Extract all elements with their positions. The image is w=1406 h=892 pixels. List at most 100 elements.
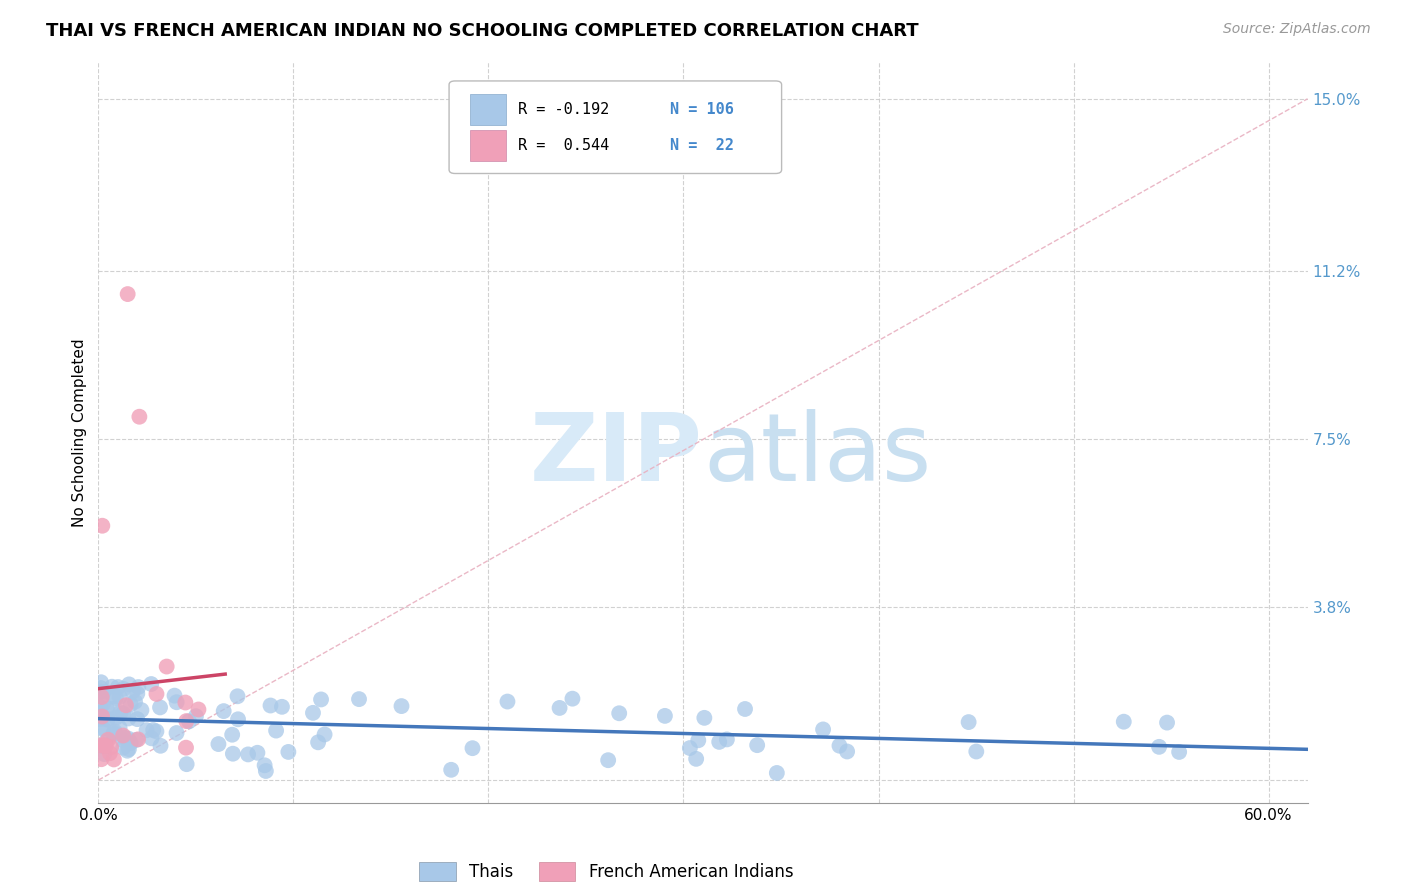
Point <box>246 746 269 760</box>
Point <box>166 695 188 709</box>
Point <box>101 680 124 694</box>
Point <box>716 732 738 747</box>
Point <box>103 752 125 766</box>
Point <box>111 733 134 747</box>
Point <box>142 723 165 737</box>
Point <box>98 746 121 760</box>
Point <box>598 753 620 767</box>
Point <box>127 687 149 701</box>
Point <box>259 698 281 713</box>
Point <box>89 706 111 720</box>
Point <box>965 744 987 758</box>
Point <box>461 741 484 756</box>
Point <box>811 723 834 737</box>
Point <box>112 706 135 721</box>
Point <box>97 732 120 747</box>
Point <box>91 739 114 754</box>
Point <box>91 518 114 533</box>
Point <box>679 741 702 756</box>
Point <box>91 709 114 723</box>
Point <box>96 701 118 715</box>
Point <box>440 763 463 777</box>
Point <box>166 726 188 740</box>
Point <box>264 723 287 738</box>
Point <box>93 738 115 752</box>
Point <box>112 740 135 755</box>
Point <box>1156 715 1178 730</box>
Point <box>96 713 118 727</box>
Point <box>121 684 143 698</box>
Point <box>104 724 127 739</box>
Point <box>105 710 128 724</box>
Point <box>957 715 980 730</box>
Text: ZIP: ZIP <box>530 409 703 500</box>
FancyBboxPatch shape <box>470 95 506 126</box>
Point <box>135 723 157 738</box>
Point <box>271 699 294 714</box>
Point <box>693 711 716 725</box>
Point <box>1147 739 1170 754</box>
Point <box>131 703 153 717</box>
Point <box>97 712 120 726</box>
Point <box>118 677 141 691</box>
Point <box>828 739 851 753</box>
Point <box>607 706 630 721</box>
Point <box>222 747 245 761</box>
Point <box>107 680 129 694</box>
Point <box>226 690 249 704</box>
Point <box>117 711 139 725</box>
Point <box>120 736 142 750</box>
Point <box>145 724 167 739</box>
Point <box>174 696 197 710</box>
Point <box>177 714 200 729</box>
Point <box>226 712 249 726</box>
Point <box>309 692 332 706</box>
Text: atlas: atlas <box>703 409 931 500</box>
Point <box>709 735 731 749</box>
Point <box>236 747 259 762</box>
Point <box>101 689 124 703</box>
Point <box>115 698 138 713</box>
FancyBboxPatch shape <box>449 81 782 173</box>
Point <box>221 728 243 742</box>
Point <box>103 726 125 740</box>
Point <box>120 698 142 712</box>
Point <box>734 702 756 716</box>
Point <box>124 695 146 709</box>
Point <box>89 700 111 714</box>
Point <box>347 692 370 706</box>
Point <box>91 722 114 736</box>
Point <box>90 752 112 766</box>
Point <box>747 738 769 752</box>
Point <box>89 684 111 698</box>
Point <box>141 731 163 746</box>
Point <box>90 681 112 695</box>
Point <box>174 740 197 755</box>
Point <box>184 709 207 723</box>
Point <box>277 745 299 759</box>
Point <box>104 691 127 706</box>
Point <box>127 712 149 726</box>
Point <box>117 744 139 758</box>
Point <box>149 739 172 753</box>
Point <box>176 757 198 772</box>
Point <box>114 731 136 745</box>
Point <box>156 659 179 673</box>
Legend: Thais, French American Indians: Thais, French American Indians <box>413 855 800 888</box>
Point <box>90 739 112 753</box>
Point <box>496 694 519 708</box>
Y-axis label: No Schooling Completed: No Schooling Completed <box>72 338 87 527</box>
Text: N =  22: N = 22 <box>671 138 734 153</box>
Text: Source: ZipAtlas.com: Source: ZipAtlas.com <box>1223 22 1371 37</box>
Point <box>89 712 111 726</box>
Text: R = -0.192: R = -0.192 <box>517 103 609 118</box>
Point <box>108 721 131 735</box>
Point <box>176 714 198 728</box>
Point <box>307 735 329 749</box>
Point <box>145 687 167 701</box>
Point <box>112 729 135 743</box>
Point <box>766 766 789 780</box>
Point <box>100 740 122 755</box>
Point <box>149 700 172 714</box>
Point <box>125 732 148 747</box>
